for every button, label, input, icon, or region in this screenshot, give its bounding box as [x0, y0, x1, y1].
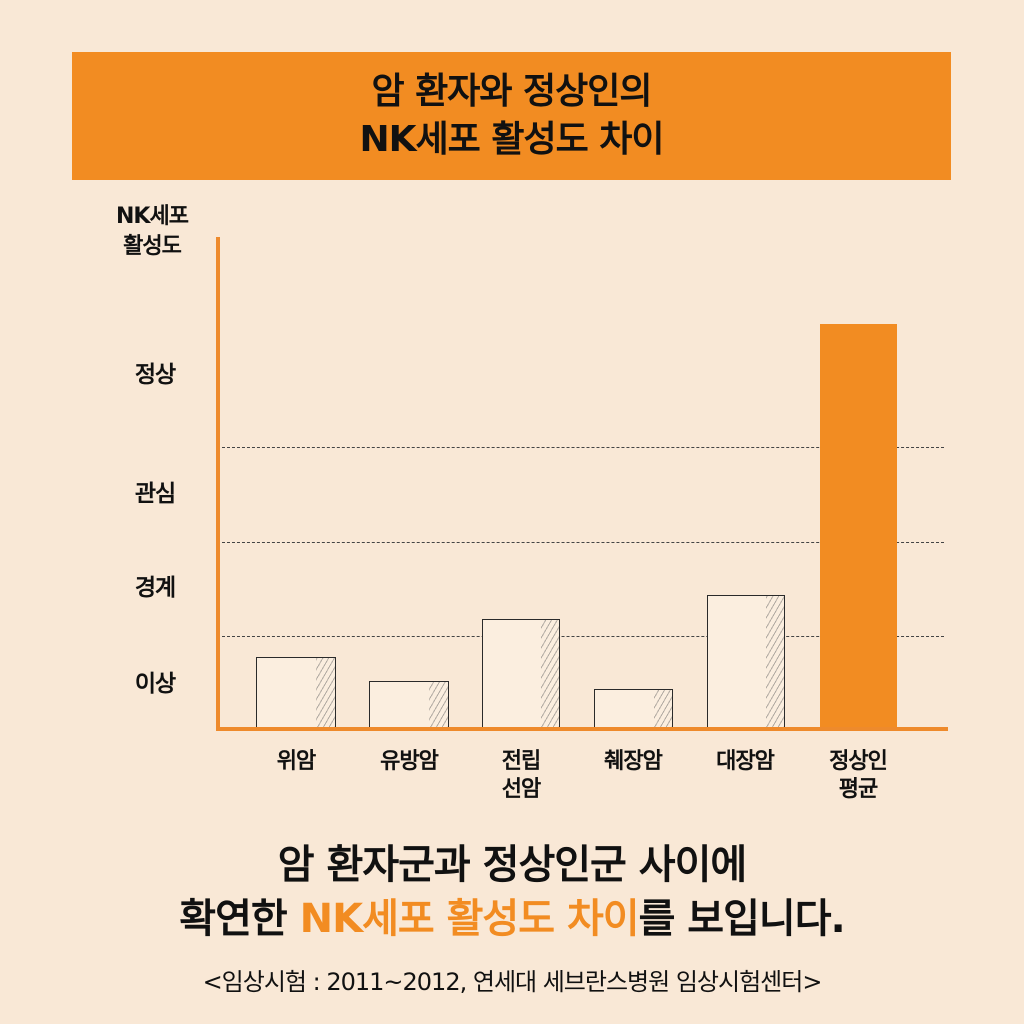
gridline-lower [222, 636, 944, 637]
category-label-line: 정상인 [829, 749, 888, 774]
category-label-line: 평균 [838, 777, 878, 802]
category-label-line: 선암 [501, 777, 541, 802]
bar-colorectal-cancer [707, 595, 785, 728]
bar-hatch [429, 682, 448, 728]
title-line-1: 암 환자와 정상인의 [371, 71, 652, 112]
bar-prostate-cancer [482, 619, 560, 728]
bar-pancreatic-cancer [594, 689, 673, 728]
bar-hatch [540, 620, 559, 728]
y-axis-title: NK세포 활성도 [92, 202, 212, 262]
level-label-attention: 관심 [134, 481, 176, 507]
summary-text: 암 환자군과 정상인군 사이에 확연한 NK세포 활성도 차이를 보입니다. [0, 838, 1024, 946]
category-label: 대장암 [690, 748, 800, 776]
y-axis-title-line-2: 활성도 [123, 234, 182, 259]
category-label-line: 췌장암 [604, 749, 663, 774]
bar-hatch [765, 596, 784, 728]
category-label-line: 유방암 [380, 749, 439, 774]
level-label-caution: 경계 [134, 575, 176, 601]
category-label: 정상인 평균 [803, 748, 913, 804]
summary-pre: 확연한 [179, 896, 300, 942]
summary-line-1: 암 환자군과 정상인군 사이에 [277, 842, 747, 888]
title-line-2: NK세포 활성도 차이 [359, 119, 665, 160]
category-label: 췌장암 [578, 748, 688, 776]
gridline-upper [222, 447, 944, 448]
bar-hatch [316, 658, 335, 728]
category-label-line: 대장암 [716, 749, 775, 774]
gridline-middle [222, 542, 944, 543]
source-note: <임상시험 : 2011~2012, 연세대 세브란스병원 임상시험센터> [202, 968, 823, 996]
summary-line-2: 확연한 NK세포 활성도 차이를 보입니다. [0, 892, 1024, 946]
title-banner: 암 환자와 정상인의 NK세포 활성도 차이 [72, 52, 951, 180]
category-label-line: 전립 [501, 749, 541, 774]
bar-hatch [653, 690, 672, 728]
y-axis-line [216, 237, 220, 731]
summary-post: 를 보입니다. [638, 896, 846, 942]
bar-stomach-cancer [256, 657, 336, 728]
category-label: 위암 [241, 748, 351, 776]
y-axis-title-line-1: NK세포 [116, 204, 189, 229]
summary-highlight: NK세포 활성도 차이 [299, 896, 640, 942]
category-label: 전립 선암 [466, 748, 576, 804]
bar-breast-cancer [369, 681, 449, 728]
category-label: 유방암 [354, 748, 464, 776]
category-label-line: 위암 [276, 749, 316, 774]
bar-normal-average [820, 324, 897, 728]
x-axis-line [216, 727, 948, 731]
level-label-normal: 정상 [134, 362, 176, 388]
level-label-abnormal: 이상 [134, 671, 176, 697]
